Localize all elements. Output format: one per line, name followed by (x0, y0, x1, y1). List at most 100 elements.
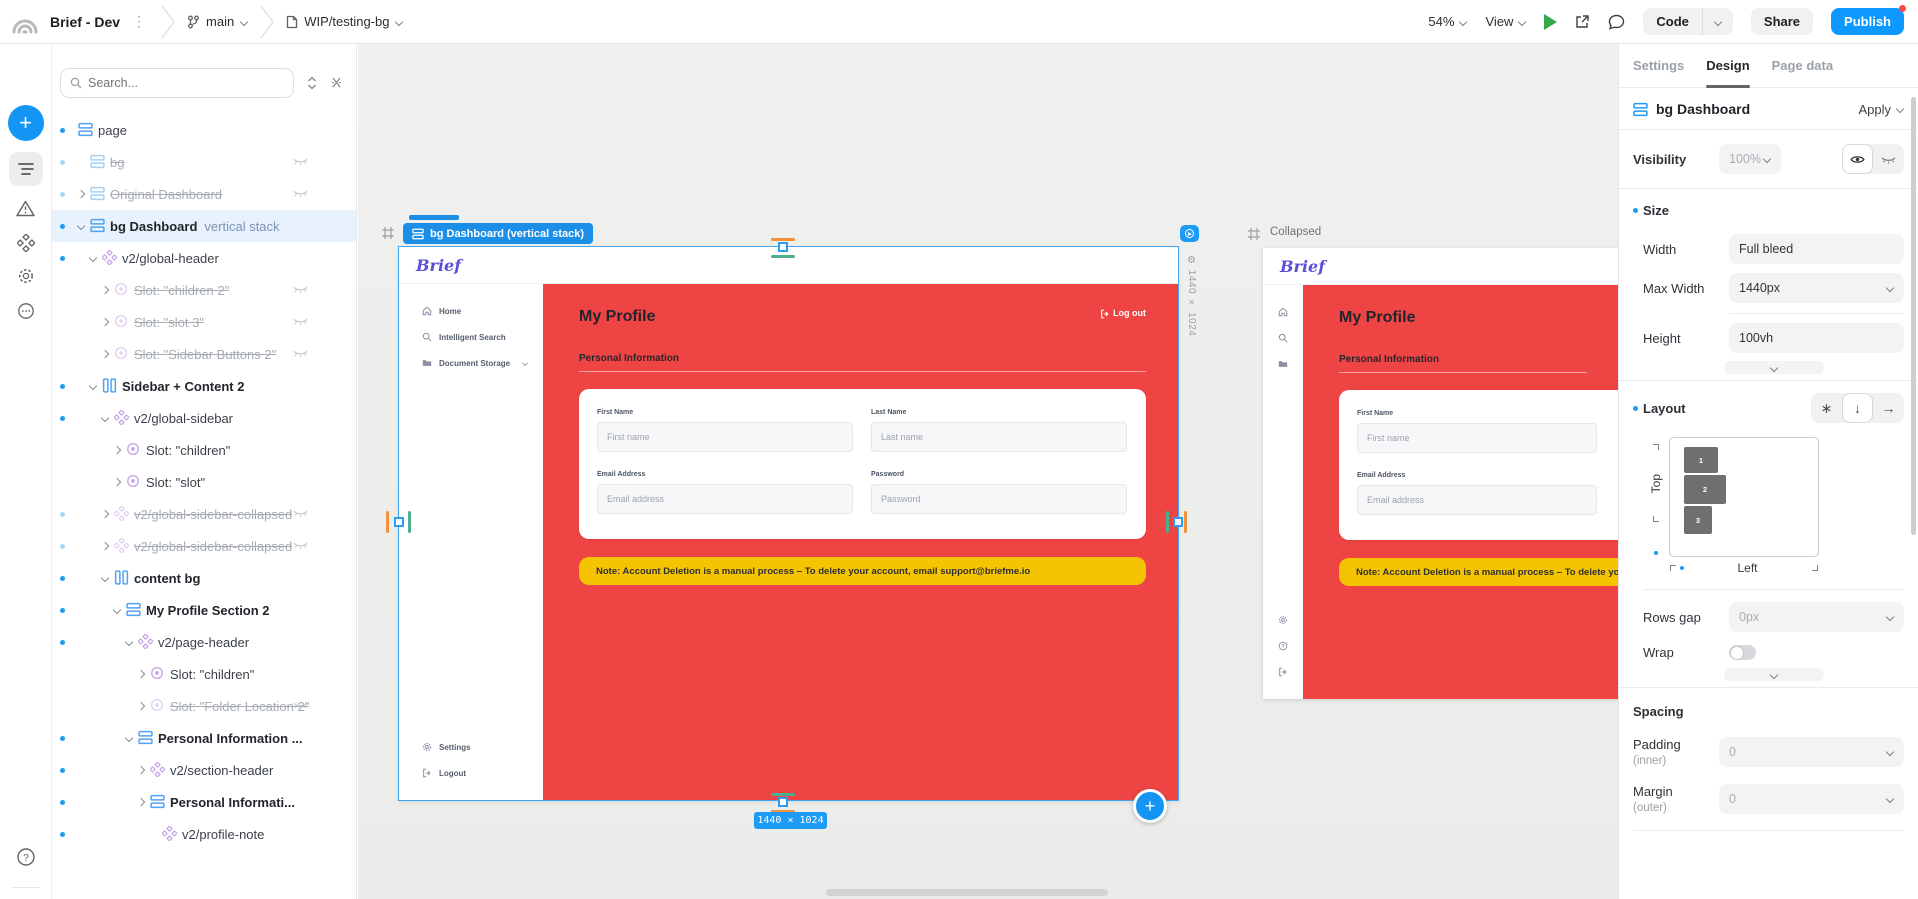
chevron-down-icon[interactable] (100, 413, 110, 423)
eye-closed-icon[interactable] (293, 155, 308, 168)
chevron-down-icon[interactable] (124, 733, 134, 743)
tree-item-personal-information[interactable]: Personal Information ... (52, 722, 356, 754)
outline-tool-button[interactable] (8, 152, 43, 186)
code-button[interactable]: Code (1656, 14, 1689, 29)
chevron-right-icon[interactable] (136, 701, 146, 711)
mock-text-input[interactable]: First name (1357, 423, 1597, 453)
tree-item-content-bg[interactable]: content bg (52, 562, 356, 594)
resize-handle-right[interactable] (1173, 517, 1183, 527)
tab-settings[interactable]: Settings (1633, 58, 1685, 73)
artboard-frame-icon[interactable] (1248, 228, 1260, 240)
tree-item-my-profile-section-2[interactable]: My Profile Section 2 (52, 594, 356, 626)
chevron-left-icon[interactable] (1667, 562, 1678, 573)
mock-text-input[interactable]: Last name (871, 422, 1127, 452)
layout-free-button[interactable]: ∗ (1820, 399, 1833, 416)
canvas-horizontal-scrollbar[interactable] (826, 889, 1108, 896)
mock-nav-folder[interactable]: Document Storage (399, 350, 543, 376)
mock-nav-home[interactable]: Home (399, 298, 543, 324)
chevron-right-icon[interactable] (112, 445, 122, 455)
chevron-down-icon[interactable] (124, 637, 134, 647)
mock-nav-logout[interactable]: Logout (399, 760, 543, 786)
chevron-down-icon[interactable] (1650, 514, 1661, 525)
design-canvas[interactable]: bg Dashboard (vertical stack) Brief Home I… (358, 44, 1618, 899)
tree-item-slot-slot-3[interactable]: Slot: "slot 3" (52, 306, 356, 338)
tree-item-sidebar-content-2[interactable]: Sidebar + Content 2 (52, 370, 356, 402)
width-input[interactable]: Full bleed (1729, 234, 1904, 264)
eye-closed-icon[interactable] (293, 187, 308, 200)
mock-text-input[interactable]: First name (597, 422, 853, 452)
resize-handle-left[interactable] (394, 517, 404, 527)
chevron-right-icon[interactable] (100, 349, 110, 359)
chevron-down-icon[interactable] (88, 253, 98, 263)
chevron-right-icon[interactable] (100, 541, 110, 551)
tree-item-personal-informati[interactable]: Personal Informati... (52, 786, 356, 818)
project-menu-button[interactable]: ⋮ (132, 13, 148, 29)
chevron-right-icon[interactable] (136, 765, 146, 775)
chevron-down-icon[interactable] (88, 381, 98, 391)
chevron-right-icon[interactable] (136, 797, 146, 807)
search-input[interactable] (88, 76, 258, 90)
expand-collapse-all-button[interactable] (307, 76, 317, 90)
chevron-down-icon[interactable] (76, 221, 86, 231)
tree-item-bg[interactable]: bg (52, 146, 356, 178)
chevron-down-icon[interactable] (112, 605, 122, 615)
layout-vertical-button[interactable]: ↓ (1842, 393, 1873, 423)
mock-nav-home[interactable] (1263, 299, 1303, 325)
interactive-mode-badge[interactable] (1180, 225, 1199, 242)
tree-item-v2-global-header[interactable]: v2/global-header (52, 242, 356, 274)
wrap-toggle[interactable] (1729, 645, 1756, 660)
tree-item-slot-children[interactable]: Slot: "children" (52, 434, 356, 466)
eye-closed-icon[interactable] (293, 347, 308, 360)
chevron-right-icon[interactable] (100, 317, 110, 327)
mock-text-input[interactable]: Email address (597, 484, 853, 514)
branch-selector[interactable]: main (187, 14, 248, 29)
settings-button[interactable] (9, 261, 43, 291)
eye-closed-icon[interactable] (293, 315, 308, 328)
eye-closed-icon[interactable] (293, 283, 308, 296)
code-dropdown-button[interactable] (1703, 13, 1733, 31)
layout-horizontal-button[interactable]: → (1881, 400, 1896, 416)
eye-closed-icon[interactable] (293, 699, 308, 712)
chevron-right-icon[interactable] (136, 669, 146, 679)
resize-handle-top[interactable] (778, 242, 788, 252)
mock-text-input[interactable]: Email address (1357, 485, 1597, 515)
mock-nav-gear[interactable] (1263, 607, 1303, 633)
visibility-opacity-dropdown[interactable]: 100% (1719, 144, 1781, 174)
visible-button[interactable] (1842, 144, 1873, 174)
tree-item-slot-children[interactable]: Slot: "children" (52, 658, 356, 690)
mock-nav-folder[interactable] (1263, 351, 1303, 377)
open-external-button[interactable] (1575, 14, 1590, 29)
resize-handle-bottom[interactable] (778, 797, 788, 807)
mock-logout-button[interactable]: Log out (1100, 308, 1146, 318)
apply-dropdown[interactable]: Apply (1858, 102, 1904, 117)
tree-item-slot-sidebar-buttons-2[interactable]: Slot: "Sidebar Buttons 2" (52, 338, 356, 370)
chevron-right-icon[interactable] (1809, 562, 1820, 573)
preview-play-button[interactable] (1544, 13, 1558, 30)
tree-item-page[interactable]: page (52, 114, 356, 146)
mock-text-input[interactable]: Password (871, 484, 1127, 514)
tree-item-v2-section-header[interactable]: v2/section-header (52, 754, 356, 786)
chevron-down-icon[interactable] (100, 573, 110, 583)
margin-dropdown[interactable]: 0 (1719, 784, 1904, 814)
chevron-up-icon[interactable] (1650, 441, 1661, 452)
insert-button[interactable]: + (7, 105, 44, 141)
collapse-panel-button[interactable] (331, 76, 342, 90)
zoom-selector[interactable]: 54% (1428, 14, 1467, 29)
issues-button[interactable] (9, 193, 43, 223)
tree-item-v2-page-header[interactable]: v2/page-header (52, 626, 356, 658)
padding-dropdown[interactable]: 0 (1719, 737, 1904, 767)
tab-page-data[interactable]: Page data (1771, 58, 1834, 73)
tree-item-original-dashboard[interactable]: Original Dashboard (52, 178, 356, 210)
tree-item-v2-global-sidebar-collapsed[interactable]: v2/global-sidebar-collapsed (52, 530, 356, 562)
size-expander-button[interactable] (1723, 361, 1824, 374)
tree-item-slot-slot[interactable]: Slot: "slot" (52, 466, 356, 498)
mock-nav-logout[interactable] (1263, 659, 1303, 685)
comments-button[interactable] (1608, 14, 1625, 30)
tab-design[interactable]: Design (1706, 44, 1750, 88)
chevron-right-icon[interactable] (100, 285, 110, 295)
hidden-button[interactable] (1873, 144, 1904, 174)
tree-item-v2-profile-note[interactable]: v2/profile-note (52, 818, 356, 850)
artboard1-label[interactable]: bg Dashboard (vertical stack) (403, 223, 594, 244)
chevron-right-icon[interactable] (76, 189, 86, 199)
tree-item-v2-global-sidebar-collapsed[interactable]: v2/global-sidebar-collapsed (52, 498, 356, 530)
